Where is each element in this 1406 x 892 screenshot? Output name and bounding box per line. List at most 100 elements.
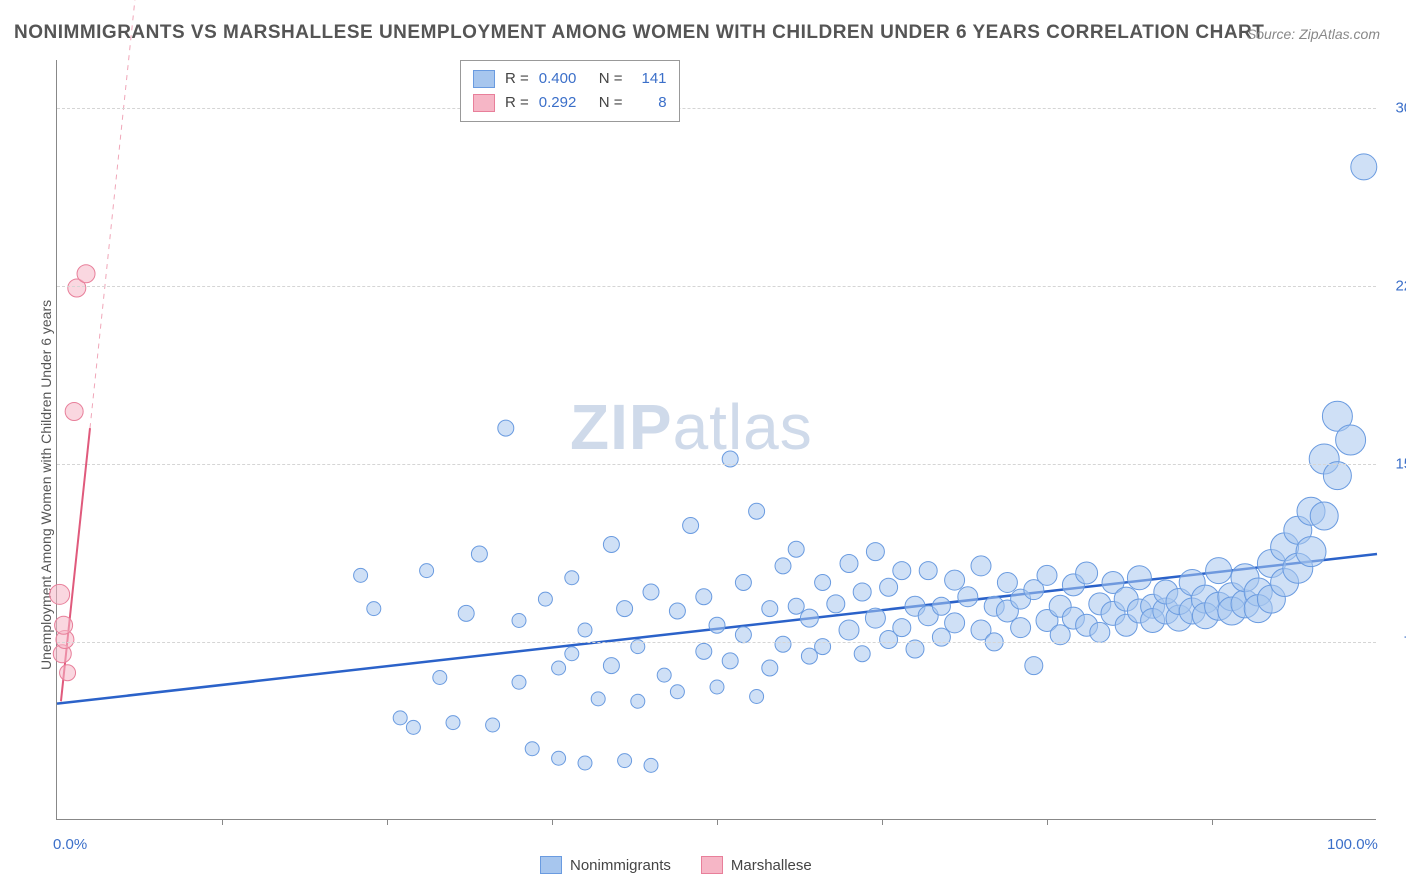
data-point: [55, 616, 73, 634]
data-point: [1025, 657, 1043, 675]
data-point: [471, 546, 487, 562]
data-point: [865, 608, 885, 628]
legend-r-value: 0.292: [539, 91, 589, 115]
x-tick: [882, 819, 883, 825]
x-tick: [222, 819, 223, 825]
x-tick-label: 0.0%: [53, 836, 87, 853]
gridline-h: [57, 108, 1376, 109]
data-point: [538, 592, 552, 606]
data-point: [919, 562, 937, 580]
legend-series-label: Marshallese: [731, 857, 812, 874]
data-point: [749, 503, 765, 519]
data-point: [762, 601, 778, 617]
data-point: [446, 716, 460, 730]
data-point: [1336, 425, 1366, 455]
data-point: [458, 605, 474, 621]
data-point: [840, 555, 858, 573]
x-tick: [717, 819, 718, 825]
data-point: [1076, 562, 1098, 584]
data-point: [644, 758, 658, 772]
data-point: [77, 265, 95, 283]
data-point: [971, 556, 991, 576]
data-point: [420, 564, 434, 578]
data-point: [367, 602, 381, 616]
data-point: [945, 570, 965, 590]
data-point: [512, 675, 526, 689]
data-point: [696, 589, 712, 605]
data-point: [775, 636, 791, 652]
data-point: [65, 403, 83, 421]
data-point: [669, 603, 685, 619]
data-point: [498, 420, 514, 436]
data-point: [433, 671, 447, 685]
data-point: [354, 568, 368, 582]
data-point: [958, 587, 978, 607]
data-point: [997, 573, 1017, 593]
x-tick: [1047, 819, 1048, 825]
data-point: [1351, 154, 1377, 180]
data-point: [775, 558, 791, 574]
data-point: [815, 575, 831, 591]
data-point: [552, 751, 566, 765]
data-point: [50, 584, 70, 604]
data-point: [1310, 502, 1338, 530]
y-tick-label: 30.0%: [1395, 99, 1406, 116]
data-point: [1127, 566, 1151, 590]
data-point: [893, 562, 911, 580]
data-point: [1296, 537, 1326, 567]
legend-swatch: [540, 856, 562, 874]
y-tick-label: 22.5%: [1395, 277, 1406, 294]
data-point: [578, 756, 592, 770]
data-point: [1037, 565, 1057, 585]
x-tick: [552, 819, 553, 825]
data-point: [893, 619, 911, 637]
data-point: [854, 646, 870, 662]
data-point: [525, 742, 539, 756]
data-point: [710, 680, 724, 694]
data-point: [750, 690, 764, 704]
chart-svg: [57, 60, 1376, 819]
chart-title: NONIMMIGRANTS VS MARSHALLESE UNEMPLOYMEN…: [14, 22, 1264, 44]
legend-swatch: [701, 856, 723, 874]
legend-series-item: Marshallese: [701, 856, 812, 874]
data-point: [722, 653, 738, 669]
data-point: [552, 661, 566, 675]
legend-r-label: R =: [505, 67, 529, 91]
data-point: [788, 541, 804, 557]
data-point: [406, 720, 420, 734]
data-point: [827, 595, 845, 613]
data-point: [801, 648, 817, 664]
legend-r-value: 0.400: [539, 67, 589, 91]
source-value: ZipAtlas.com: [1299, 26, 1380, 42]
data-point: [735, 575, 751, 591]
data-point: [932, 597, 950, 615]
data-point: [945, 613, 965, 633]
data-point: [932, 628, 950, 646]
data-point: [683, 518, 699, 534]
data-point: [618, 754, 632, 768]
legend-swatch: [473, 94, 495, 112]
legend-row: R =0.292N =8: [473, 91, 667, 115]
data-point: [709, 617, 725, 633]
x-tick: [1212, 819, 1213, 825]
legend-series-item: Nonimmigrants: [540, 856, 671, 874]
data-point: [762, 660, 778, 676]
data-point: [1011, 618, 1031, 638]
data-point: [657, 668, 671, 682]
data-point: [393, 711, 407, 725]
data-point: [591, 692, 605, 706]
plot-area: 7.5%15.0%22.5%30.0%0.0%100.0%: [56, 60, 1376, 820]
data-point: [486, 718, 500, 732]
data-point: [512, 614, 526, 628]
legend-n-label: N =: [599, 91, 623, 115]
trend-line: [90, 0, 156, 428]
legend-n-value: 141: [633, 67, 667, 91]
y-tick-label: 15.0%: [1395, 455, 1406, 472]
legend-series-label: Nonimmigrants: [570, 857, 671, 874]
data-point: [853, 583, 871, 601]
data-point: [60, 665, 76, 681]
legend-correlation: R =0.400N =141R =0.292N =8: [460, 60, 680, 122]
data-point: [603, 537, 619, 553]
source-label: Source:: [1247, 26, 1295, 42]
data-point: [631, 694, 645, 708]
